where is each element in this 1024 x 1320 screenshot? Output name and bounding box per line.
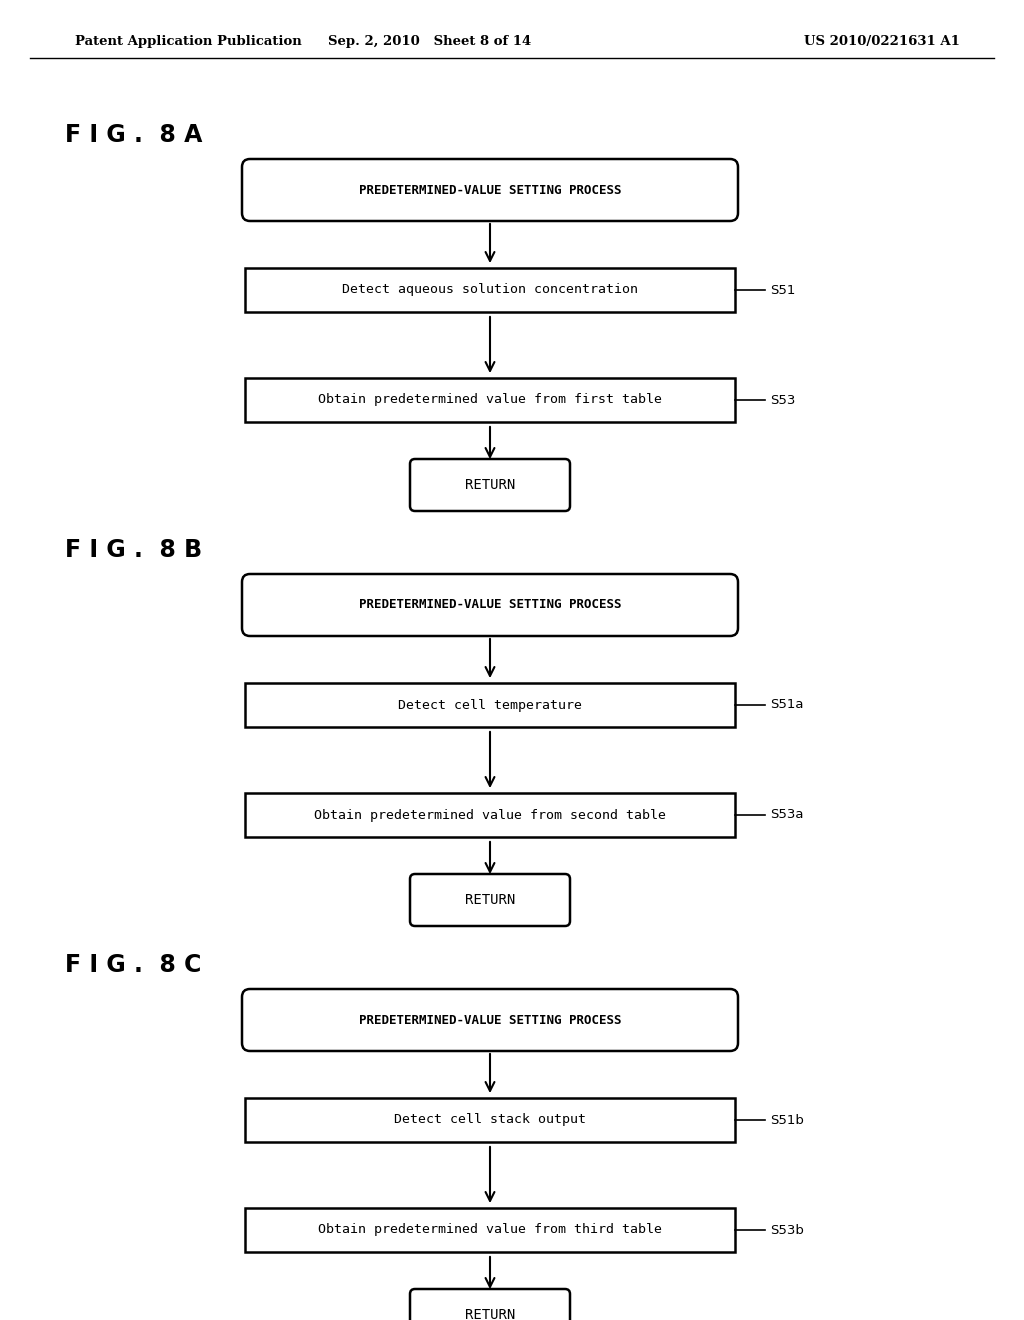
FancyBboxPatch shape [242, 574, 738, 636]
FancyBboxPatch shape [410, 874, 570, 927]
Text: US 2010/0221631 A1: US 2010/0221631 A1 [804, 36, 961, 49]
Text: RETURN: RETURN [465, 894, 515, 907]
Text: PREDETERMINED-VALUE SETTING PROCESS: PREDETERMINED-VALUE SETTING PROCESS [358, 1014, 622, 1027]
Text: Patent Application Publication: Patent Application Publication [75, 36, 302, 49]
FancyBboxPatch shape [245, 378, 735, 422]
Text: S51a: S51a [770, 698, 804, 711]
FancyBboxPatch shape [242, 989, 738, 1051]
FancyBboxPatch shape [410, 1290, 570, 1320]
FancyBboxPatch shape [245, 1208, 735, 1251]
FancyBboxPatch shape [245, 682, 735, 727]
Text: S51b: S51b [770, 1114, 804, 1126]
Text: F I G .  8 C: F I G . 8 C [65, 953, 202, 977]
FancyBboxPatch shape [245, 268, 735, 312]
Text: Detect cell temperature: Detect cell temperature [398, 698, 582, 711]
Text: RETURN: RETURN [465, 1308, 515, 1320]
Text: S53b: S53b [770, 1224, 804, 1237]
Text: RETURN: RETURN [465, 478, 515, 492]
Text: Obtain predetermined value from third table: Obtain predetermined value from third ta… [318, 1224, 662, 1237]
Text: PREDETERMINED-VALUE SETTING PROCESS: PREDETERMINED-VALUE SETTING PROCESS [358, 598, 622, 611]
Text: Sep. 2, 2010   Sheet 8 of 14: Sep. 2, 2010 Sheet 8 of 14 [329, 36, 531, 49]
Text: S53a: S53a [770, 808, 804, 821]
FancyBboxPatch shape [242, 158, 738, 220]
Text: PREDETERMINED-VALUE SETTING PROCESS: PREDETERMINED-VALUE SETTING PROCESS [358, 183, 622, 197]
Text: Obtain predetermined value from second table: Obtain predetermined value from second t… [314, 808, 666, 821]
FancyBboxPatch shape [410, 459, 570, 511]
Text: F I G .  8 A: F I G . 8 A [65, 123, 203, 147]
Text: S51: S51 [770, 284, 796, 297]
Text: F I G .  8 B: F I G . 8 B [65, 539, 202, 562]
Text: Obtain predetermined value from first table: Obtain predetermined value from first ta… [318, 393, 662, 407]
Text: Detect aqueous solution concentration: Detect aqueous solution concentration [342, 284, 638, 297]
Text: S53: S53 [770, 393, 796, 407]
FancyBboxPatch shape [245, 1098, 735, 1142]
FancyBboxPatch shape [245, 793, 735, 837]
Text: Detect cell stack output: Detect cell stack output [394, 1114, 586, 1126]
